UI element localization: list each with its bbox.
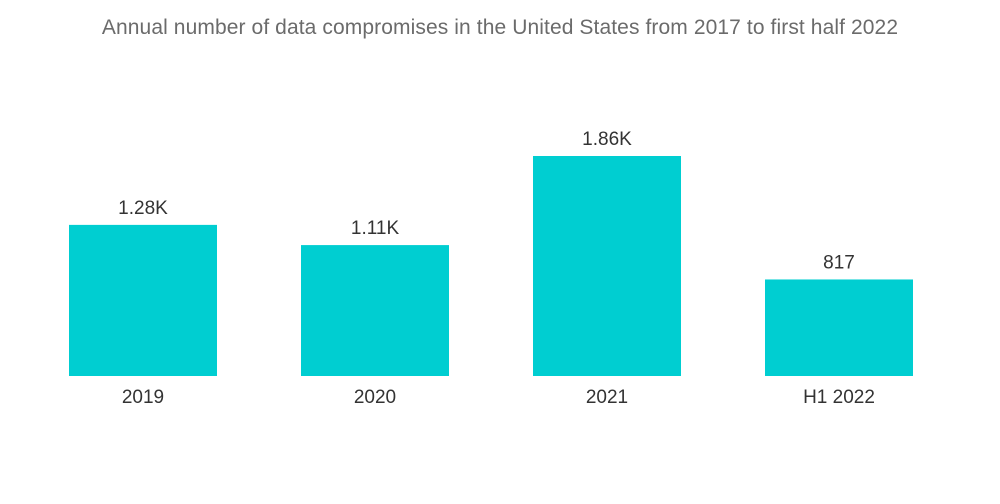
data-label: 817 bbox=[823, 252, 855, 273]
x-tick-label: 2020 bbox=[354, 387, 396, 408]
chart-title: Annual number of data compromises in the… bbox=[101, 16, 899, 39]
data-label: 1.28K bbox=[118, 198, 168, 219]
labels-layer: 1.28K 1.11K 1.86K 817 bbox=[118, 129, 855, 273]
x-tick-label: H1 2022 bbox=[803, 387, 875, 408]
bar-2021 bbox=[533, 156, 681, 376]
data-label: 1.86K bbox=[582, 129, 632, 150]
ticks-layer: 2019 2020 2021 H1 2022 bbox=[122, 387, 875, 408]
x-tick-label: 2019 bbox=[122, 387, 164, 408]
bar-2019 bbox=[69, 224, 217, 376]
bar-2020 bbox=[301, 245, 449, 376]
bars-layer bbox=[69, 156, 913, 376]
x-tick-label: 2021 bbox=[586, 387, 628, 408]
data-label: 1.11K bbox=[351, 218, 400, 239]
bar-h1-2022 bbox=[765, 279, 913, 376]
